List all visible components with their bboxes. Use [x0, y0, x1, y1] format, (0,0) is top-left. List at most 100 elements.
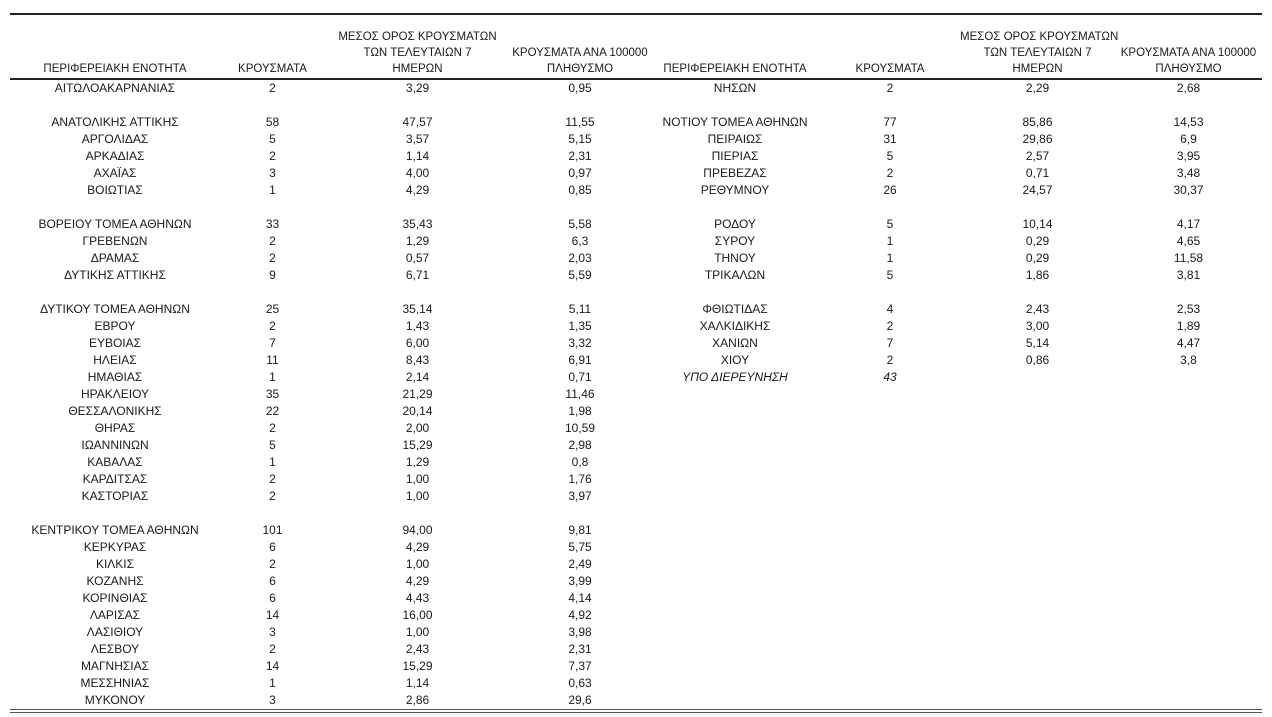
- region-cell: [650, 386, 820, 403]
- cases-cell: [820, 675, 960, 692]
- cases-cell: 5: [886, 217, 894, 231]
- avg7-cell: [325, 284, 510, 301]
- avg7-cell: [960, 437, 1115, 454]
- per100k-cell: 3,95: [1176, 149, 1201, 163]
- table-row: ΗΡΑΚΛΕΙΟΥ 35 21,29 11,46: [10, 386, 1262, 403]
- avg7-cell: [960, 488, 1115, 505]
- avg7-cell: [960, 573, 1115, 590]
- per100k-cell: 6,9: [1180, 132, 1197, 146]
- per100k-cell: 5,58: [568, 217, 592, 231]
- per100k-cell: 3,32: [568, 336, 592, 350]
- per100k-cell: 2,53: [1176, 302, 1201, 316]
- region-cell: ΒΟΡΕΙΟΥ ΤΟΜΕΑ ΑΘΗΝΩΝ: [38, 217, 192, 231]
- header-per100k-left: ΚΡΟΥΣΜΑΤΑ ΑΝΑ 100000 ΠΛΗΘΥΣΜΟ: [510, 13, 650, 80]
- table-row: ΚΕΝΤΡΙΚΟΥ ΤΟΜΕΑ ΑΘΗΝΩΝ 101 94,00 9,81: [10, 522, 1262, 539]
- region-cell: [650, 284, 820, 301]
- cases-cell: [820, 573, 960, 590]
- table-row: ΙΩΑΝΝΙΝΩΝ 5 15,29 2,98: [10, 437, 1262, 454]
- header-cases-left-label: ΚΡΟΥΣΜΑΤΑ: [238, 63, 307, 75]
- avg7-cell: 0,86: [1025, 353, 1050, 367]
- avg7-cell: 6,71: [405, 268, 430, 282]
- per100k-cell: [1115, 505, 1262, 522]
- region-cell: ΡΕΘΥΜΝΟΥ: [700, 183, 770, 197]
- avg7-cell: 1,29: [405, 455, 430, 469]
- region-cell: [650, 97, 820, 114]
- avg7-cell: [325, 505, 510, 522]
- cases-cell: 4: [886, 302, 894, 316]
- avg7-cell: 4,43: [405, 591, 430, 605]
- avg7-cell: 21,29: [402, 387, 433, 401]
- cases-cell: 2: [269, 642, 276, 656]
- avg7-cell: 47,57: [402, 115, 433, 129]
- avg7-cell: 4,00: [405, 166, 430, 180]
- region-cell: ΛΕΣΒΟΥ: [90, 642, 140, 656]
- table-row: ΔΥΤΙΚΟΥ ΤΟΜΕΑ ΑΘΗΝΩΝ 25 35,14 5,11 ΦΘΙΩΤΙΔΑΣ…: [10, 301, 1262, 318]
- region-cell: [650, 420, 820, 437]
- avg7-cell: 4,29: [405, 574, 430, 588]
- per100k-cell: 11,55: [565, 115, 595, 129]
- header-region-left: ΠΕΡΙΦΕΡΕΙΑΚΗ ΕΝΟΤΗΤΑ: [10, 13, 220, 80]
- per100k-cell: 3,98: [568, 625, 592, 639]
- region-cell: ΑΙΤΩΛΟΑΚΑΡΝΑΝΙΑΣ: [54, 81, 176, 95]
- per100k-cell: [1115, 607, 1262, 624]
- table-row: ΒΟΡΕΙΟΥ ΤΟΜΕΑ ΑΘΗΝΩΝ 33 35,43 5,58 ΡΟΔΟΥ 5 10,…: [10, 216, 1262, 233]
- cases-cell: [820, 386, 960, 403]
- per100k-cell: 2,49: [568, 557, 592, 571]
- cases-cell: 1: [269, 370, 276, 384]
- table-row: ΚΕΡΚΥΡΑΣ 6 4,29 5,75: [10, 539, 1262, 556]
- region-cell: ΕΥΒΟΙΑΣ: [88, 336, 142, 350]
- region-cell: ΛΑΡΙΣΑΣ: [89, 608, 141, 622]
- cases-cell: 58: [265, 115, 280, 129]
- avg7-cell: 15,29: [402, 438, 433, 452]
- table-row: ΛΕΣΒΟΥ 2 2,43 2,31: [10, 641, 1262, 658]
- cases-cell: 2: [269, 81, 276, 95]
- cases-cell: [820, 692, 960, 711]
- region-cell: [650, 199, 820, 216]
- region-cell: ΤΗΝΟΥ: [714, 251, 756, 265]
- header-avg7-left-line2: ΤΩΝ ΤΕΛΕΥΤΑΙΩΝ 7: [363, 47, 472, 59]
- region-cell: ΑΝΑΤΟΛΙΚΗΣ ΑΤΤΙΚΗΣ: [51, 115, 179, 129]
- per100k-cell: [1115, 658, 1262, 675]
- avg7-cell: 5,14: [1025, 336, 1050, 350]
- table-row: ΗΜΑΘΙΑΣ 1 2,14 0,71 ΥΠΟ ΔΙΕΡΕΥΝΗΣΗ 43: [10, 369, 1262, 386]
- region-cell: [650, 437, 820, 454]
- per100k-cell: 2,31: [568, 149, 592, 163]
- avg7-cell: 24,57: [1022, 183, 1053, 197]
- avg7-cell: [960, 454, 1115, 471]
- region-cell: ΠΡΕΒΕΖΑΣ: [703, 166, 767, 180]
- table-row: ΜΥΚΟΝΟΥ 3 2,86 29,6: [10, 692, 1262, 711]
- cases-cell: 9: [269, 268, 276, 282]
- cases-cell: 3: [269, 166, 276, 180]
- region-cell: ΜΑΓΝΗΣΙΑΣ: [80, 659, 150, 673]
- per100k-cell: [1115, 403, 1262, 420]
- avg7-cell: [960, 641, 1115, 658]
- per100k-cell: 4,47: [1176, 336, 1201, 350]
- per100k-cell: 14,53: [1173, 115, 1204, 129]
- region-cell: ΔΥΤΙΚΟΥ ΤΟΜΕΑ ΑΘΗΝΩΝ: [40, 302, 190, 316]
- table-row: [10, 199, 1262, 216]
- avg7-cell: 0,29: [1025, 234, 1050, 248]
- per100k-cell: [1115, 590, 1262, 607]
- region-cell: ΚΕΡΚΥΡΑΣ: [83, 540, 147, 554]
- cases-cell: 6: [269, 591, 276, 605]
- region-cell: ΔΡΑΜΑΣ: [90, 251, 140, 265]
- table-row: ΑΙΤΩΛΟΑΚΑΡΝΑΝΙΑΣ 2 3,29 0,95 ΝΗΣΩΝ 2 2,29 2,68: [10, 79, 1262, 97]
- avg7-cell: [960, 369, 1115, 386]
- avg7-cell: [960, 692, 1115, 711]
- per100k-cell: 4,17: [1176, 217, 1201, 231]
- header-region-right-label: ΠΕΡΙΦΕΡΕΙΑΚΗ ΕΝΟΤΗΤΑ: [663, 63, 807, 75]
- cases-cell: [820, 607, 960, 624]
- cases-cell: [820, 403, 960, 420]
- table-row: ΛΑΡΙΣΑΣ 14 16,00 4,92: [10, 607, 1262, 624]
- region-cell: ΗΜΑΘΙΑΣ: [87, 370, 143, 384]
- avg7-cell: [960, 658, 1115, 675]
- cases-cell: [220, 505, 325, 522]
- region-cell: ΥΠΟ ΔΙΕΡΕΥΝΗΣΗ: [682, 370, 788, 384]
- avg7-cell: 94,00: [402, 523, 433, 537]
- per100k-cell: 6,91: [568, 353, 592, 367]
- cases-cell: 31: [883, 132, 897, 146]
- region-cell: ΘΗΡΑΣ: [94, 421, 136, 435]
- cases-cell: [820, 420, 960, 437]
- region-cell: [10, 505, 220, 522]
- header-cases-right-label: ΚΡΟΥΣΜΑΤΑ: [855, 63, 925, 75]
